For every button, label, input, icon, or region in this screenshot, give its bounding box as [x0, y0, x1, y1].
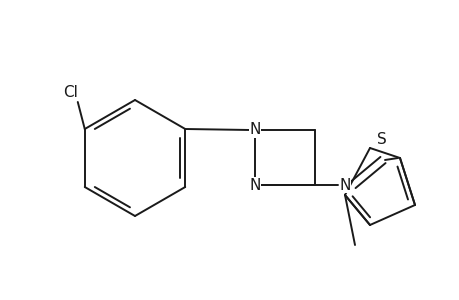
Text: N: N: [339, 178, 350, 193]
Text: S: S: [376, 133, 386, 148]
Text: Cl: Cl: [63, 85, 78, 100]
Text: N: N: [249, 178, 260, 193]
Text: N: N: [249, 122, 260, 137]
